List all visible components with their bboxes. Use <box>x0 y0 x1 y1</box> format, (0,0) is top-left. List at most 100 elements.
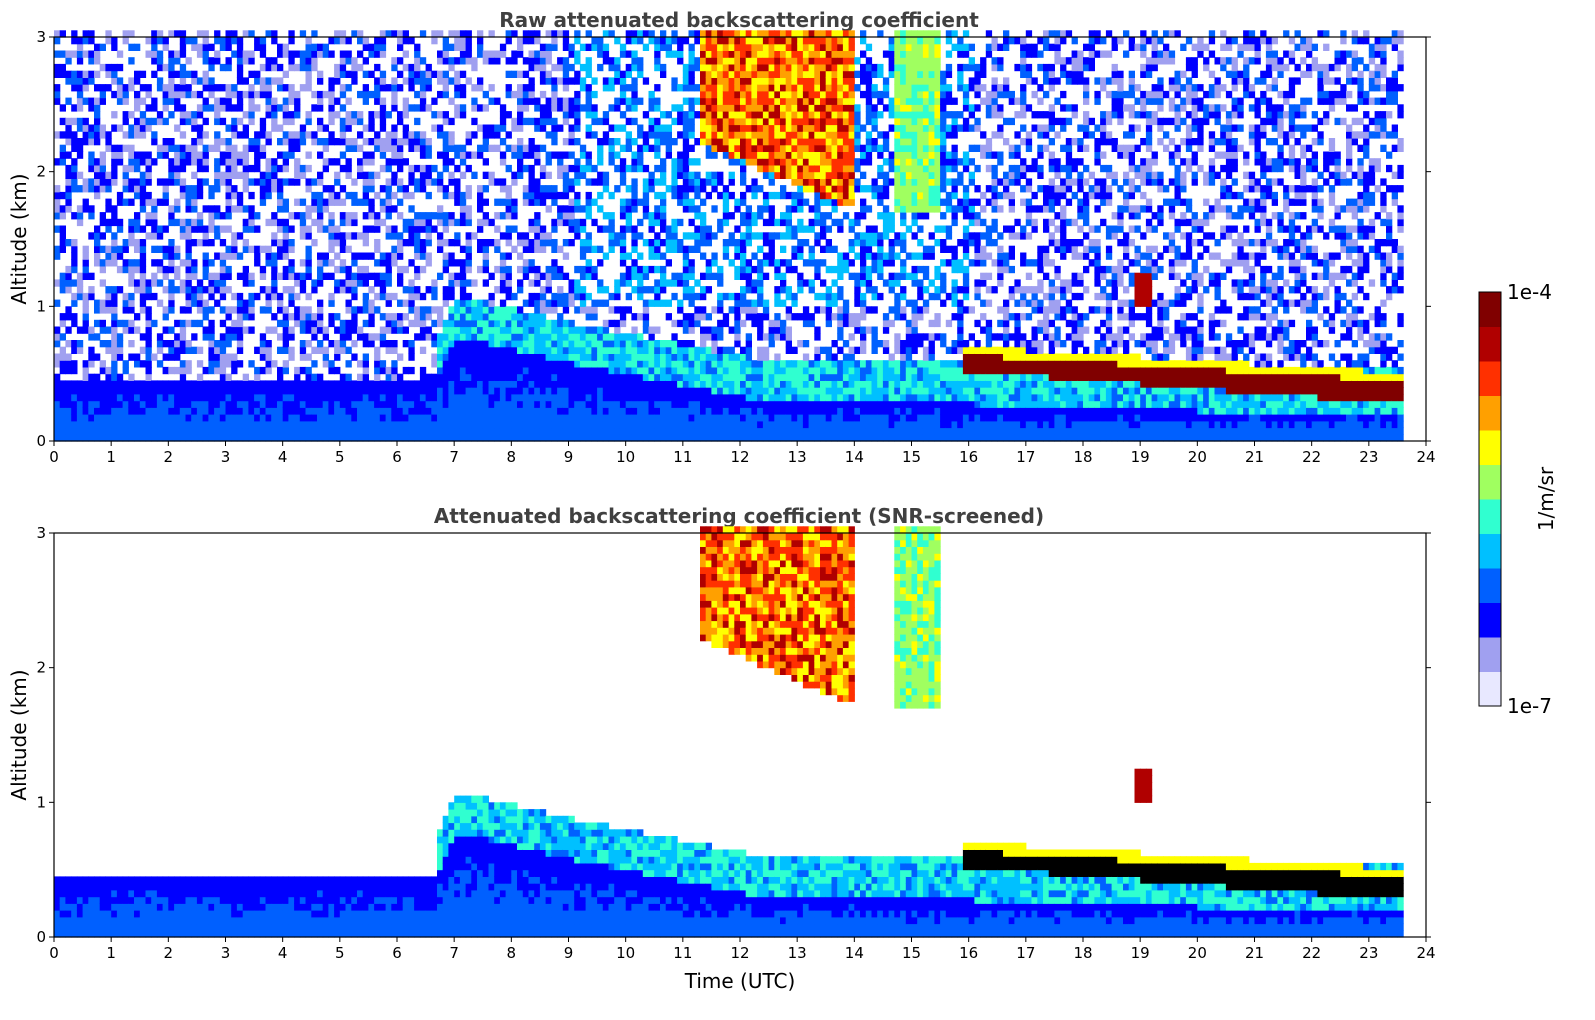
heatmap-cell <box>339 84 347 92</box>
heatmap-cell <box>225 427 232 435</box>
heatmap-cell <box>328 292 335 301</box>
heatmap-cell <box>339 124 347 132</box>
heatmap-cell <box>688 70 695 78</box>
heatmap-cell <box>368 178 375 186</box>
heatmap-cell <box>557 393 564 402</box>
heatmap-cell <box>357 131 364 139</box>
heatmap-cell <box>271 37 278 45</box>
heatmap-cell <box>614 373 621 381</box>
heatmap-cell <box>345 97 352 105</box>
heatmap-cell <box>185 239 192 247</box>
heatmap-cell <box>242 380 249 388</box>
heatmap-cell <box>448 306 455 314</box>
heatmap-cell <box>688 97 695 105</box>
heatmap-cell <box>208 43 215 51</box>
heatmap-cell <box>334 407 341 415</box>
raw-backscatter-panel: Raw attenuated backscattering coefficien… <box>7 8 1436 466</box>
heatmap-cell <box>351 319 358 328</box>
heatmap-cell <box>339 151 347 159</box>
heatmap-cell <box>145 158 152 166</box>
heatmap-cell <box>539 63 547 72</box>
heatmap-cell <box>539 373 547 381</box>
heatmap-cell <box>534 326 541 334</box>
heatmap-cell <box>151 198 158 206</box>
heatmap-cell <box>191 198 198 206</box>
heatmap-cell <box>459 70 467 78</box>
heatmap-cell <box>105 420 112 429</box>
heatmap-cell <box>602 225 610 233</box>
heatmap-cell <box>602 360 610 368</box>
heatmap-cell <box>625 63 632 72</box>
heatmap-cell <box>76 292 84 301</box>
heatmap-cell <box>700 84 707 92</box>
heatmap-cell <box>374 387 381 395</box>
heatmap-cell <box>442 292 449 301</box>
heatmap-cell <box>54 380 61 388</box>
heatmap-cell <box>608 151 615 159</box>
heatmap-cell <box>65 124 72 132</box>
heatmap-cell <box>677 400 684 408</box>
heatmap-cell <box>334 353 341 361</box>
heatmap-cell <box>762 400 770 408</box>
heatmap-cell <box>482 340 489 348</box>
heatmap-cell <box>734 57 741 65</box>
heatmap-cell <box>642 198 650 206</box>
heatmap-cell <box>311 333 318 341</box>
heatmap-cell <box>437 218 444 227</box>
heatmap-cell <box>391 252 398 260</box>
heatmap-cell <box>179 340 187 348</box>
heatmap-cell <box>282 138 289 146</box>
heatmap-cell <box>351 434 358 442</box>
heatmap-cell <box>671 185 678 193</box>
heatmap-cell <box>608 63 615 72</box>
heatmap-cell <box>219 225 227 233</box>
heatmap-cell <box>425 326 432 334</box>
heatmap-cell <box>65 387 72 395</box>
heatmap-cell <box>425 313 432 321</box>
heatmap-cell <box>700 178 707 186</box>
heatmap-cell <box>242 427 249 435</box>
heatmap-cell <box>762 138 770 146</box>
heatmap-cell <box>579 427 587 435</box>
heatmap-cell <box>111 286 118 294</box>
heatmap-cell <box>562 353 570 361</box>
heatmap-cell <box>648 420 655 429</box>
heatmap-cell <box>248 70 255 78</box>
heatmap-cell <box>425 407 432 415</box>
heatmap-cell <box>694 313 701 321</box>
heatmap-cell <box>385 30 392 38</box>
heatmap-cell <box>94 353 101 361</box>
heatmap-cell <box>471 360 478 368</box>
heatmap-cell <box>717 393 724 402</box>
heatmap-cell <box>711 178 718 186</box>
heatmap-cell <box>534 158 541 166</box>
heatmap-cell <box>59 144 66 152</box>
heatmap-cell <box>282 366 289 375</box>
heatmap-cell <box>591 340 598 348</box>
heatmap-cell <box>448 57 455 65</box>
heatmap-cell <box>54 387 61 395</box>
heatmap-cell <box>597 434 604 442</box>
heatmap-cell <box>585 400 592 408</box>
heatmap-cell <box>528 366 535 375</box>
heatmap-cell <box>54 427 61 435</box>
heatmap-cell <box>757 124 764 132</box>
heatmap-cell <box>368 151 375 159</box>
heatmap-cell <box>442 43 449 51</box>
heatmap-cell <box>185 400 192 408</box>
heatmap-cell <box>231 205 238 213</box>
heatmap-cell <box>236 198 244 206</box>
heatmap-cell <box>168 292 175 301</box>
heatmap-cell <box>522 191 530 200</box>
heatmap-cell <box>288 245 295 253</box>
heatmap-cell <box>471 373 478 381</box>
heatmap-cell <box>705 353 712 361</box>
heatmap-cell <box>259 414 267 422</box>
heatmap-cell <box>688 171 695 179</box>
heatmap-cell <box>705 63 712 72</box>
heatmap-cell <box>722 313 730 321</box>
heatmap-cell <box>682 245 690 253</box>
heatmap-cell <box>185 265 192 274</box>
heatmap-cell <box>317 340 324 348</box>
heatmap-cell <box>357 387 364 395</box>
